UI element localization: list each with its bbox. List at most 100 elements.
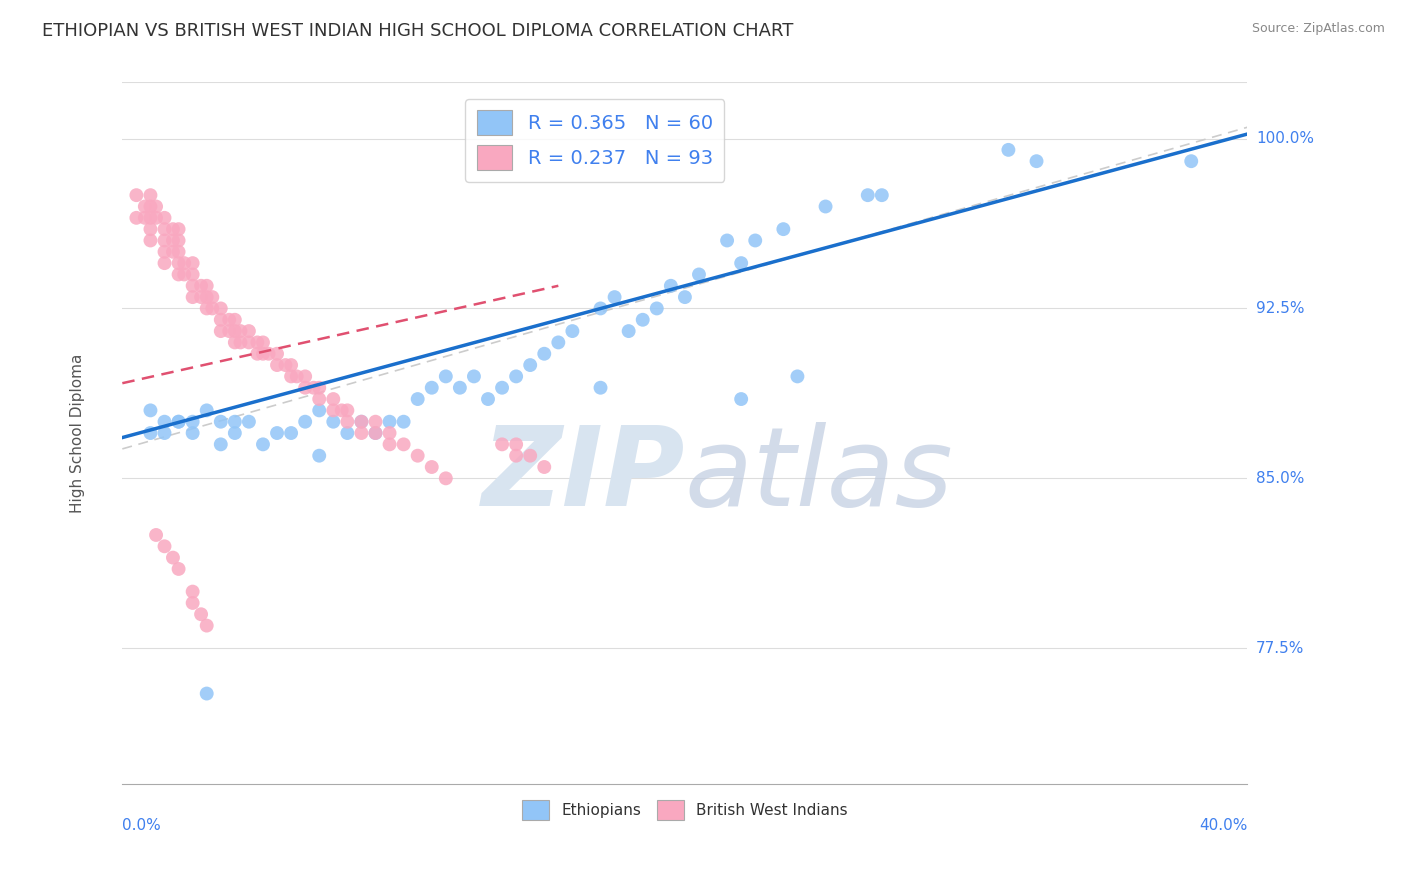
Point: [730, 392, 752, 406]
Point: [406, 449, 429, 463]
Point: [153, 415, 176, 429]
Point: [308, 392, 330, 406]
Point: [364, 425, 387, 440]
Point: [218, 324, 240, 338]
Point: [280, 425, 302, 440]
Point: [209, 324, 232, 338]
Point: [139, 211, 162, 225]
Point: [209, 415, 232, 429]
Point: [190, 278, 212, 293]
Point: [153, 539, 176, 553]
Point: [195, 301, 218, 316]
Point: [246, 335, 269, 350]
Point: [153, 234, 176, 248]
Text: 92.5%: 92.5%: [1256, 301, 1305, 316]
Point: [786, 369, 808, 384]
Point: [195, 290, 218, 304]
Legend: Ethiopians, British West Indians: Ethiopians, British West Indians: [516, 794, 853, 826]
Point: [406, 392, 429, 406]
Point: [378, 415, 401, 429]
Point: [153, 244, 176, 259]
Point: [238, 415, 260, 429]
Point: [167, 415, 190, 429]
Point: [181, 256, 204, 270]
Point: [167, 415, 190, 429]
Point: [477, 392, 499, 406]
Point: [229, 324, 252, 338]
Point: [589, 301, 612, 316]
Point: [181, 278, 204, 293]
Point: [1025, 154, 1047, 169]
Point: [201, 290, 224, 304]
Point: [252, 335, 274, 350]
Point: [145, 199, 167, 213]
Point: [449, 381, 471, 395]
Point: [336, 425, 359, 440]
Point: [308, 403, 330, 417]
Point: [139, 425, 162, 440]
Point: [139, 188, 162, 202]
Point: [420, 460, 443, 475]
Point: [491, 381, 513, 395]
Point: [153, 256, 176, 270]
Point: [547, 335, 569, 350]
Point: [190, 290, 212, 304]
Point: [322, 392, 344, 406]
Point: [224, 335, 246, 350]
Point: [285, 369, 308, 384]
Point: [181, 268, 204, 282]
Point: [125, 188, 148, 202]
Point: [209, 312, 232, 326]
Point: [505, 449, 527, 463]
Text: ETHIOPIAN VS BRITISH WEST INDIAN HIGH SCHOOL DIPLOMA CORRELATION CHART: ETHIOPIAN VS BRITISH WEST INDIAN HIGH SC…: [42, 22, 793, 40]
Point: [181, 596, 204, 610]
Point: [463, 369, 485, 384]
Point: [246, 347, 269, 361]
Point: [195, 618, 218, 632]
Point: [162, 234, 184, 248]
Point: [420, 381, 443, 395]
Point: [659, 278, 682, 293]
Point: [167, 256, 190, 270]
Point: [280, 358, 302, 372]
Point: [716, 234, 738, 248]
Point: [181, 425, 204, 440]
Text: Source: ZipAtlas.com: Source: ZipAtlas.com: [1251, 22, 1385, 36]
Point: [252, 437, 274, 451]
Point: [229, 335, 252, 350]
Point: [224, 415, 246, 429]
Point: [274, 358, 297, 372]
Point: [350, 415, 373, 429]
Point: [505, 369, 527, 384]
Point: [322, 403, 344, 417]
Point: [224, 425, 246, 440]
Text: 85.0%: 85.0%: [1256, 471, 1305, 486]
Point: [294, 415, 316, 429]
Point: [139, 222, 162, 236]
Point: [190, 607, 212, 622]
Point: [434, 369, 457, 384]
Point: [561, 324, 583, 338]
Point: [603, 290, 626, 304]
Point: [134, 199, 156, 213]
Point: [224, 312, 246, 326]
Point: [153, 425, 176, 440]
Point: [336, 403, 359, 417]
Point: [209, 301, 232, 316]
Point: [257, 347, 280, 361]
Point: [856, 188, 879, 202]
Text: High School Diploma: High School Diploma: [70, 353, 84, 513]
Point: [505, 437, 527, 451]
Text: 0.0%: 0.0%: [122, 818, 162, 833]
Point: [167, 222, 190, 236]
Point: [280, 369, 302, 384]
Point: [139, 234, 162, 248]
Point: [181, 584, 204, 599]
Point: [153, 211, 176, 225]
Point: [195, 278, 218, 293]
Point: [134, 211, 156, 225]
Point: [519, 358, 541, 372]
Point: [139, 403, 162, 417]
Point: [330, 403, 353, 417]
Point: [266, 347, 288, 361]
